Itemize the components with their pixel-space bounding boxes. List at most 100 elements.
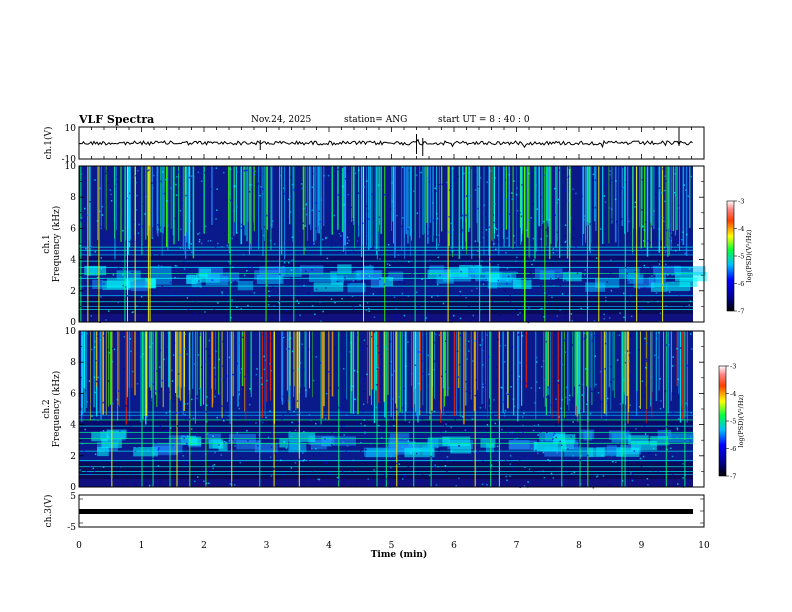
station-label: station= ANG	[344, 115, 408, 125]
spectrogram-speckle	[445, 370, 447, 373]
spectrogram-speckle	[351, 218, 354, 220]
spectrogram-speckle	[401, 407, 404, 409]
spectrogram-speckle	[442, 302, 445, 305]
spectrogram-speckle	[104, 317, 107, 320]
spectrogram-speckle	[347, 193, 350, 196]
spectrogram-speckle	[94, 453, 97, 456]
spectrogram-speckle	[173, 342, 176, 344]
spectrogram-speckle	[360, 416, 362, 418]
spectrogram-speckle	[618, 334, 621, 337]
spectrogram-speckle	[184, 414, 186, 416]
ch1-spec-ylabel-1: ch.1	[42, 234, 52, 253]
spectrogram-speckle	[668, 238, 670, 240]
spectrogram-speckle	[532, 203, 534, 205]
spectrogram-speckle	[465, 216, 468, 218]
spectrogram-speckle	[303, 481, 305, 483]
spectrogram-speckle	[375, 406, 378, 409]
spectrogram-speckle	[414, 272, 417, 275]
spectrogram-speckle	[384, 305, 387, 308]
spectrogram-speckle	[642, 455, 645, 458]
spectrogram-speckle	[685, 365, 688, 367]
spectrogram-speckle	[389, 362, 391, 365]
spectrogram-speckle	[634, 270, 636, 273]
spectrogram-speckle	[341, 238, 343, 241]
spectrogram-speckle	[292, 350, 294, 353]
spectrogram-speckle	[561, 242, 563, 245]
spectrogram-speckle	[608, 484, 611, 486]
spectrogram-speckle	[643, 425, 646, 428]
spectrogram-blob	[237, 280, 253, 291]
spectrogram-speckle	[398, 396, 401, 398]
spectrogram-speckle	[346, 236, 349, 239]
spectrogram-blob	[188, 436, 202, 446]
spectrogram-speckle	[171, 380, 174, 382]
spectrogram-speckle	[402, 217, 404, 219]
spectrogram-speckle	[390, 182, 393, 184]
spectrogram-speckle	[107, 380, 110, 382]
spectrogram-speckle	[535, 449, 537, 452]
spectrogram-speckle	[456, 311, 459, 314]
spectrogram-speckle	[461, 415, 464, 418]
spectrogram-speckle	[268, 290, 270, 292]
spectrogram-speckle	[278, 372, 280, 374]
spectrogram-speckle	[340, 433, 342, 435]
x-tick-label: 5	[389, 541, 395, 551]
spectrogram-speckle	[222, 365, 224, 367]
spectrogram-speckle	[132, 235, 134, 237]
spectrogram-speckle	[280, 174, 282, 177]
spectrogram-speckle	[387, 244, 390, 246]
spectrogram-speckle	[145, 482, 148, 485]
spectrogram-speckle	[79, 244, 82, 247]
spectrogram-speckle	[433, 465, 436, 467]
spectrogram-speckle	[261, 383, 263, 386]
spectrogram-speckle	[638, 349, 640, 351]
spectrogram-speckle	[432, 202, 434, 204]
spectrogram-speckle	[330, 245, 333, 248]
spectrogram-speckle	[621, 480, 624, 482]
spectrogram-speckle	[494, 227, 496, 229]
spectrogram-speckle	[340, 354, 342, 356]
spectrogram-speckle	[452, 314, 455, 317]
spectrogram-speckle	[243, 169, 246, 172]
spectrogram-speckle	[643, 287, 646, 289]
spectrogram-speckle	[346, 242, 349, 245]
spectrogram-speckle	[167, 428, 170, 430]
spectrogram-speckle	[610, 218, 613, 221]
spectrogram-speckle	[508, 173, 510, 176]
spectrogram-speckle	[234, 445, 236, 447]
spectrogram-speckle	[567, 199, 569, 201]
spectrogram-speckle	[589, 412, 592, 415]
spectrogram-speckle	[421, 278, 423, 280]
spectrogram-speckle	[288, 348, 290, 350]
spectrogram-speckle	[149, 390, 152, 393]
spectrogram-speckle	[504, 427, 506, 429]
spectrogram-speckle	[85, 470, 88, 473]
spectrogram-speckle	[682, 231, 684, 233]
spectrogram-speckle	[552, 285, 555, 287]
spectrogram-speckle	[482, 383, 484, 386]
spectrogram-speckle	[558, 416, 561, 418]
spectrogram-speckle	[131, 370, 134, 373]
spectrogram-speckle	[220, 430, 223, 432]
spectrogram-speckle	[109, 303, 111, 305]
spectrogram-speckle	[444, 430, 447, 433]
spectrogram-speckle	[205, 420, 208, 423]
spectrogram-speckle	[605, 299, 607, 302]
spectrogram-speckle	[452, 228, 454, 231]
spectrogram-speckle	[499, 286, 502, 288]
spectrogram-speckle	[493, 399, 495, 401]
spectrogram-speckle	[511, 372, 513, 374]
spectrogram-speckle	[313, 454, 315, 456]
spectrogram-speckle	[556, 451, 558, 454]
spectrogram-speckle	[553, 432, 556, 435]
spectrogram-speckle	[584, 334, 587, 337]
spectrogram-speckle	[677, 244, 679, 246]
spectrogram-speckle	[198, 232, 201, 234]
spectrogram-speckle	[249, 380, 251, 382]
spectrogram-speckle	[167, 287, 170, 289]
spectrogram-speckle	[294, 462, 297, 464]
spectrogram-speckle	[247, 353, 250, 355]
spectrogram-speckle	[248, 191, 251, 193]
spectrogram-speckle	[122, 273, 124, 276]
spectrogram-speckle	[334, 243, 337, 246]
